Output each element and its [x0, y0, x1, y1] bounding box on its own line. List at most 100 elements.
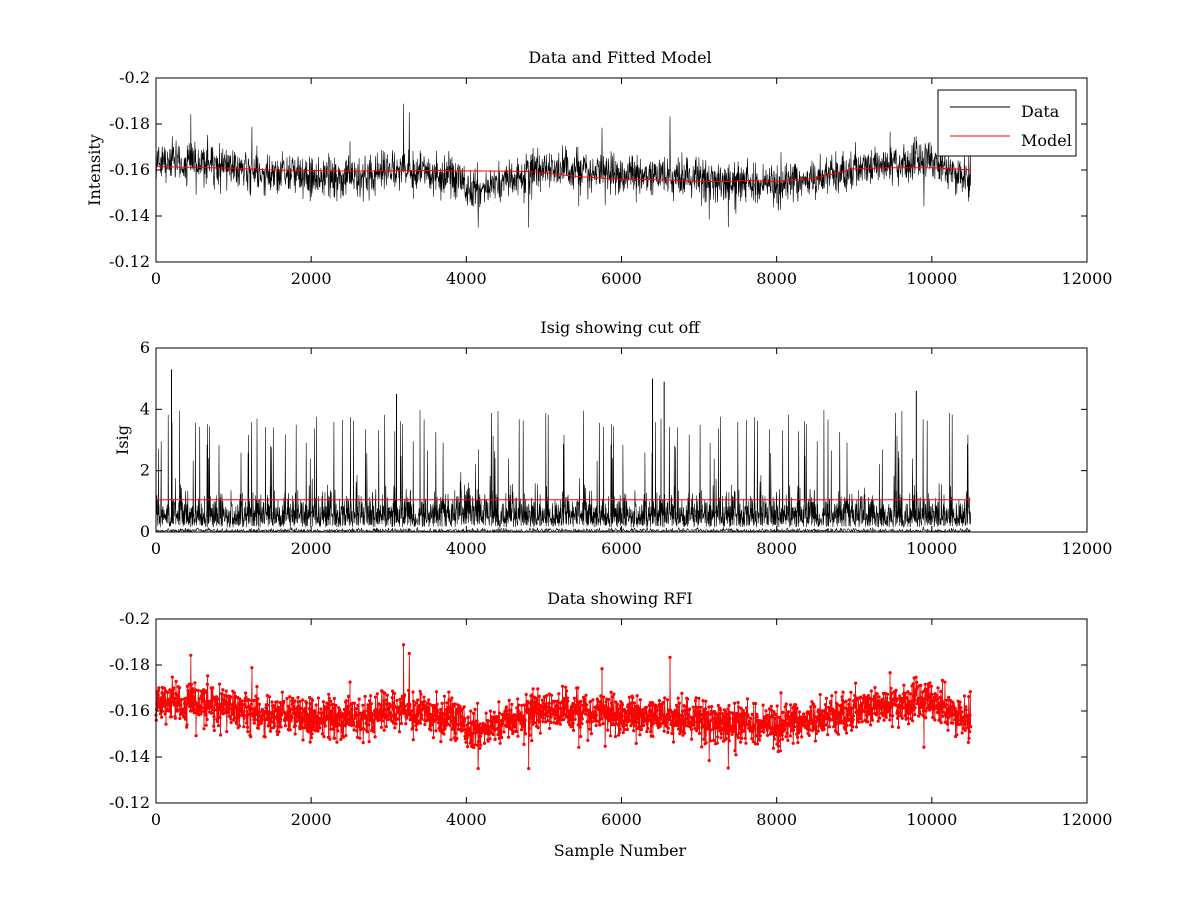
data-point	[553, 716, 557, 721]
data-point	[309, 702, 313, 706]
data-point	[562, 717, 566, 722]
data-point	[659, 717, 663, 721]
x-tick-label: 10000	[906, 269, 957, 288]
data-point	[568, 708, 572, 712]
data-point	[392, 704, 396, 708]
data-point	[849, 728, 854, 732]
data-point	[941, 710, 945, 714]
data-point	[687, 707, 692, 711]
data-point	[922, 745, 926, 749]
data-point	[394, 722, 398, 726]
data-point	[907, 699, 911, 703]
data-point	[840, 695, 844, 699]
data-point	[786, 710, 791, 714]
data-point	[893, 692, 897, 697]
data-point	[850, 706, 854, 711]
data-point	[503, 717, 507, 721]
data-point	[706, 710, 710, 715]
data-point	[617, 731, 621, 735]
data-point	[671, 731, 675, 736]
data-point	[594, 713, 599, 717]
data-point	[894, 703, 898, 707]
data-point	[726, 731, 730, 736]
data-point	[170, 675, 174, 679]
data-point	[365, 730, 369, 734]
data-point	[172, 697, 177, 701]
data-point	[843, 727, 847, 732]
data-point	[263, 735, 267, 739]
data-point	[783, 727, 787, 732]
data-point	[557, 692, 561, 696]
data-point	[527, 766, 531, 771]
data-point	[751, 728, 755, 732]
data-point	[461, 724, 465, 728]
data-point	[724, 712, 729, 716]
data-point	[739, 740, 743, 744]
data-point	[968, 713, 972, 717]
data-point	[320, 732, 324, 736]
data-point	[938, 717, 942, 721]
data-point	[805, 727, 809, 731]
data-point	[796, 735, 800, 739]
data-point	[364, 714, 368, 718]
data-point	[766, 713, 770, 718]
data-point	[571, 721, 575, 726]
data-point	[329, 699, 333, 703]
data-point	[378, 718, 382, 722]
data-point	[229, 695, 233, 699]
data-point	[897, 703, 901, 707]
data-point	[488, 709, 492, 713]
data-point	[851, 725, 855, 729]
data-point	[365, 718, 369, 722]
data-point	[838, 712, 842, 716]
data-point	[446, 717, 450, 721]
x-tick-label: 12000	[1062, 269, 1113, 288]
data-point	[881, 697, 885, 701]
data-point	[338, 708, 342, 712]
data-point	[399, 721, 403, 726]
data-point	[612, 692, 616, 696]
data-point	[315, 723, 319, 727]
data-point	[344, 699, 348, 703]
data-point	[327, 696, 331, 700]
data-point	[244, 695, 248, 700]
y-axis: -0.12 -0.14 -0.16 -0.18 -0.2	[109, 609, 1087, 812]
data-point	[686, 697, 690, 701]
data-point	[424, 713, 428, 717]
data-point	[354, 707, 358, 711]
data-point	[655, 708, 659, 712]
data-point	[704, 741, 708, 745]
data-point	[615, 714, 619, 718]
data-point	[244, 705, 248, 709]
data-point	[965, 726, 970, 730]
data-point	[649, 708, 653, 712]
data-point	[283, 724, 287, 728]
data-point	[811, 727, 815, 732]
data-point	[782, 719, 786, 723]
data-point	[301, 698, 305, 702]
data-point	[783, 723, 788, 727]
data-point	[303, 726, 307, 730]
data-point	[346, 704, 350, 709]
data-point	[589, 732, 594, 736]
data-point	[366, 709, 370, 713]
data-point	[658, 724, 662, 728]
data-point	[307, 707, 311, 711]
data-point	[346, 717, 350, 721]
data-point	[761, 703, 765, 707]
data-point	[906, 708, 910, 713]
data-point	[507, 717, 511, 722]
data-point	[894, 696, 898, 701]
data-point	[649, 730, 653, 734]
data-point	[429, 728, 433, 732]
data-point	[959, 722, 963, 726]
data-point	[685, 717, 689, 721]
data-point	[329, 709, 334, 713]
data-point	[624, 723, 628, 727]
data-point	[330, 719, 334, 723]
data-point	[270, 720, 274, 724]
data-point	[860, 720, 864, 724]
data-point	[240, 699, 244, 704]
data-point	[682, 731, 687, 735]
data-point	[384, 724, 388, 729]
